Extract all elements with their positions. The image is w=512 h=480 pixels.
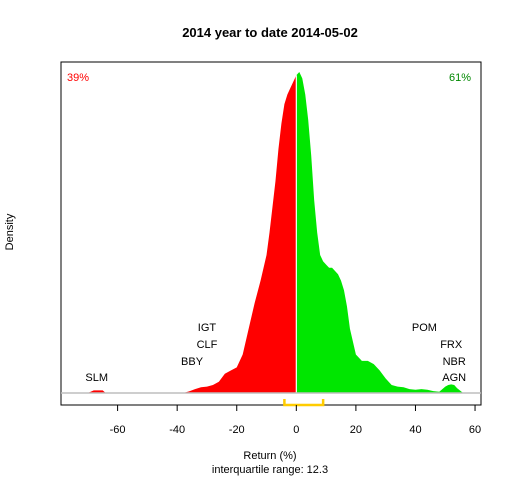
x-tick-label: 0 [293, 424, 299, 436]
y-axis-label: Density [4, 213, 16, 250]
plot-layer [60, 61, 482, 407]
iqr-bracket [283, 399, 325, 407]
ticker-label: CLF [197, 339, 218, 351]
ticker-label: NBR [443, 356, 466, 368]
negative-share-label: 39% [67, 72, 89, 84]
positive-density-area [296, 72, 470, 393]
x-tick-label: -40 [169, 424, 185, 436]
x-axis: -60 -40 -20 0 20 40 60 [110, 405, 481, 436]
positive-share-label: 61% [449, 72, 471, 84]
x-tick-label: -20 [229, 424, 245, 436]
negative-density-area [87, 75, 297, 394]
ticker-label: POM [412, 322, 437, 334]
chart-title: 2014 year to date 2014-05-02 [182, 25, 358, 40]
iqr-subtitle: interquartile range: 12.3 [212, 464, 328, 476]
ticker-label: SLM [85, 372, 108, 384]
x-tick-label: 20 [350, 424, 362, 436]
ticker-label: FRX [440, 339, 463, 351]
ticker-label: IGT [198, 322, 217, 334]
x-tick-label: 60 [469, 424, 481, 436]
x-tick-label: 40 [409, 424, 421, 436]
ticker-label: BBY [181, 356, 204, 368]
x-tick-label: -60 [110, 424, 126, 436]
plot-frame [60, 61, 482, 406]
ticker-label: AGN [442, 372, 466, 384]
x-axis-label: Return (%) [243, 450, 296, 462]
